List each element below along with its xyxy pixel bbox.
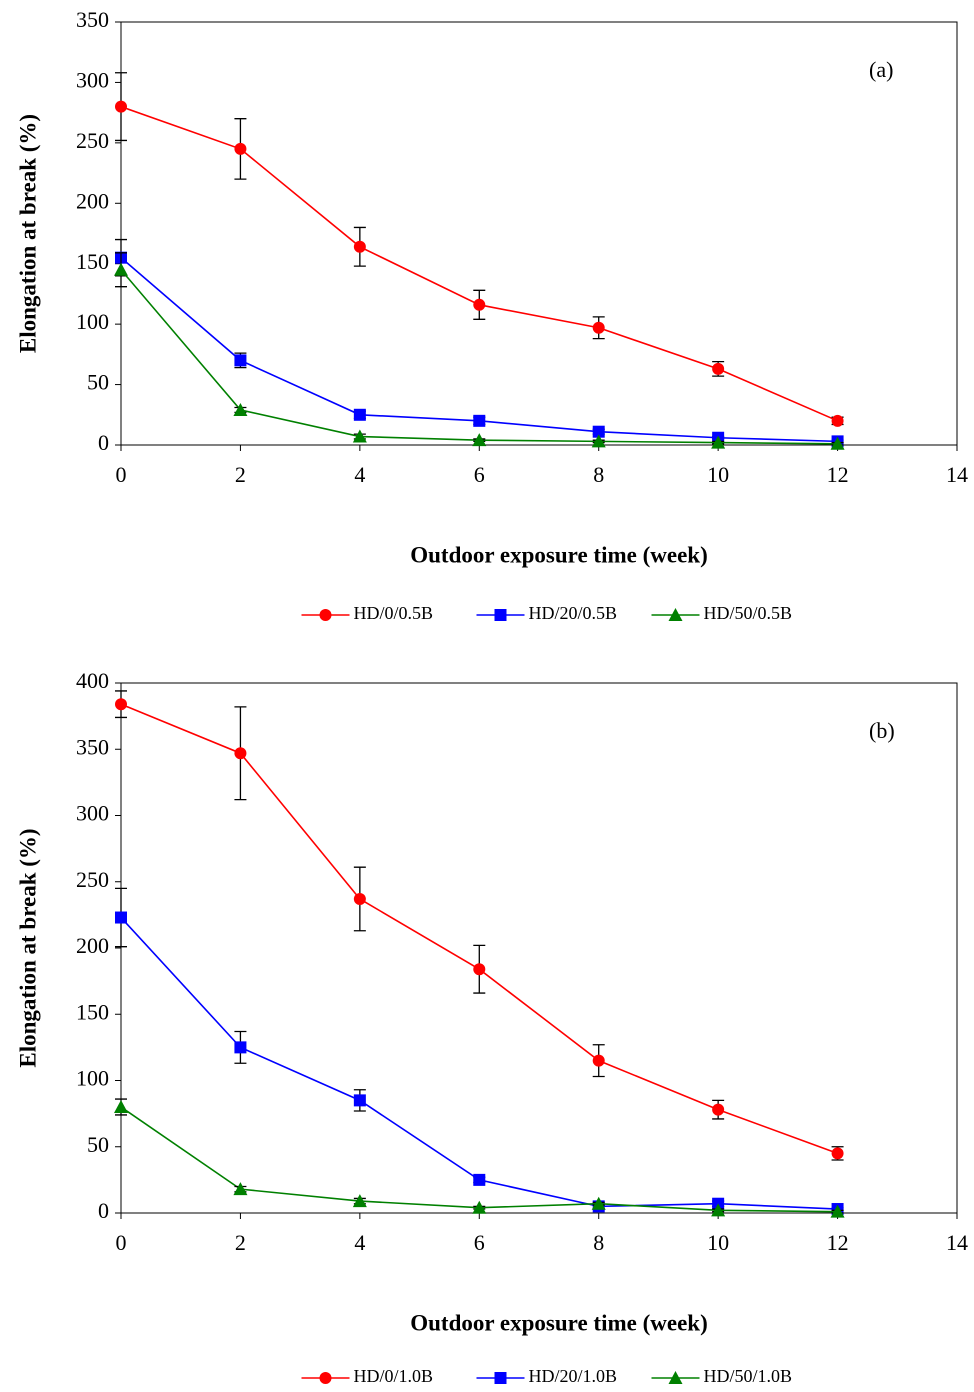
page: 05010015020025030035002468101214Outdoor …: [0, 0, 974, 1392]
y-tick-label: 300: [76, 67, 109, 92]
y-tick-label: 300: [76, 801, 109, 826]
x-tick-label: 6: [474, 1230, 485, 1255]
x-tick-label: 14: [946, 1230, 968, 1255]
series-line: [121, 107, 838, 421]
x-tick-label: 8: [593, 1230, 604, 1255]
y-tick-label: 0: [98, 1198, 109, 1223]
annotation: (b): [869, 718, 895, 743]
legend-label: HD/20/1.0B: [529, 1366, 618, 1386]
plot-frame: [121, 22, 957, 445]
marker: [593, 322, 605, 334]
marker: [115, 101, 127, 113]
legend-label: HD/0/0.5B: [354, 603, 434, 623]
x-tick-label: 2: [235, 462, 246, 487]
y-tick-label: 0: [98, 430, 109, 455]
marker: [832, 415, 844, 427]
y-tick-label: 200: [76, 933, 109, 958]
y-tick-label: 100: [76, 309, 109, 334]
y-tick-label: 250: [76, 867, 109, 892]
x-tick-label: 2: [235, 1230, 246, 1255]
legend-label: HD/20/0.5B: [529, 603, 618, 623]
marker: [234, 1041, 246, 1053]
x-tick-label: 10: [707, 462, 729, 487]
marker: [593, 1055, 605, 1067]
marker: [473, 963, 485, 975]
x-axis-label: Outdoor exposure time (week): [410, 1310, 707, 1335]
marker: [495, 1372, 507, 1384]
x-tick-label: 4: [354, 1230, 365, 1255]
y-tick-label: 350: [76, 7, 109, 32]
series-line: [121, 1107, 838, 1212]
marker: [114, 263, 128, 276]
legend-label: HD/50/1.0B: [704, 1366, 793, 1386]
marker: [234, 354, 246, 366]
marker: [234, 747, 246, 759]
legend-label: HD/0/1.0B: [354, 1366, 434, 1386]
x-axis-label: Outdoor exposure time (week): [410, 542, 707, 567]
marker: [320, 1372, 332, 1384]
marker: [832, 1147, 844, 1159]
marker: [115, 698, 127, 710]
marker: [354, 893, 366, 905]
marker: [712, 363, 724, 375]
x-tick-label: 12: [827, 1230, 849, 1255]
legend-label: HD/50/0.5B: [704, 603, 793, 623]
y-tick-label: 350: [76, 734, 109, 759]
series-line: [121, 704, 838, 1153]
y-axis-label: Elongation at break (%): [15, 114, 40, 353]
marker: [354, 241, 366, 253]
series-line: [121, 258, 838, 442]
y-tick-label: 200: [76, 188, 109, 213]
marker: [354, 409, 366, 421]
marker: [354, 1094, 366, 1106]
marker: [495, 609, 507, 621]
y-axis-label: Elongation at break (%): [15, 828, 40, 1067]
y-tick-label: 250: [76, 128, 109, 153]
y-tick-label: 150: [76, 999, 109, 1024]
marker: [234, 143, 246, 155]
y-tick-label: 50: [87, 370, 109, 395]
marker: [473, 299, 485, 311]
x-tick-label: 0: [116, 1230, 127, 1255]
y-tick-label: 50: [87, 1132, 109, 1157]
x-tick-label: 8: [593, 462, 604, 487]
x-tick-label: 0: [116, 462, 127, 487]
x-tick-label: 14: [946, 462, 968, 487]
marker: [233, 1182, 247, 1195]
annotation: (a): [869, 57, 893, 82]
y-tick-label: 100: [76, 1066, 109, 1091]
marker: [115, 912, 127, 924]
plot-frame: [121, 683, 957, 1213]
figure: 05010015020025030035002468101214Outdoor …: [0, 0, 974, 1392]
x-tick-label: 6: [474, 462, 485, 487]
y-tick-label: 400: [76, 668, 109, 693]
marker: [473, 1174, 485, 1186]
marker: [114, 1100, 128, 1113]
y-tick-label: 150: [76, 249, 109, 274]
marker: [320, 609, 332, 621]
x-tick-label: 10: [707, 1230, 729, 1255]
x-tick-label: 4: [354, 462, 365, 487]
marker: [473, 415, 485, 427]
x-tick-label: 12: [827, 462, 849, 487]
marker: [712, 1104, 724, 1116]
